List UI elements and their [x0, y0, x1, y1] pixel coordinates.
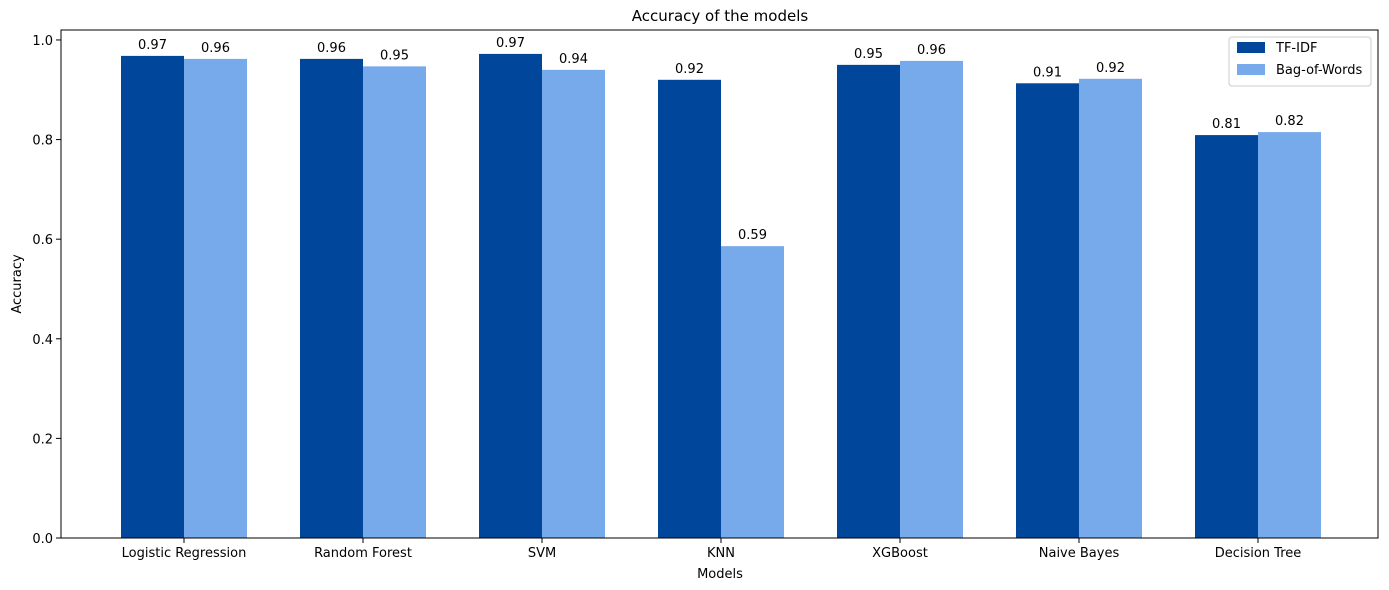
x-tick-label-naive-bayes: Naive Bayes	[1039, 546, 1120, 561]
legend-label-tfidf: TF-IDF	[1275, 41, 1317, 56]
y-tick-label: 1.0	[32, 34, 53, 49]
bar-bag-of-words-random-forest	[363, 66, 426, 538]
bar-tf-idf-logistic-regression	[121, 55, 184, 538]
y-axis: 0.0 0.2 0.4 0.6 0.8 1.0	[32, 34, 61, 547]
bar-bag-of-words-naive-bayes	[1079, 78, 1142, 538]
bar-bag-of-words-knn	[721, 246, 784, 538]
bar-value-label: 0.96	[917, 43, 946, 58]
bar-tf-idf-xgboost	[837, 64, 900, 539]
x-axis: Logistic Regression Random Forest SVM KNN XG…	[122, 538, 1302, 561]
x-tick-label-random-forest: Random Forest	[314, 546, 412, 561]
legend-swatch-tfidf	[1237, 42, 1265, 53]
x-tick-label-logistic-regression: Logistic Regression	[122, 546, 247, 561]
y-tick-label: 0.2	[32, 432, 53, 447]
plot-frame	[60, 29, 1379, 539]
bar-value-label: 0.81	[1212, 117, 1241, 132]
bar-tf-idf-naive-bayes	[1016, 83, 1079, 539]
bars-group	[121, 53, 1321, 539]
bar-bag-of-words-decision-tree	[1258, 132, 1321, 539]
bar-value-label: 0.91	[1033, 65, 1062, 80]
y-tick-label: 0.8	[32, 134, 53, 149]
x-tick-label-svm: SVM	[528, 546, 556, 561]
bar-tf-idf-random-forest	[300, 58, 363, 538]
bar-value-label: 0.97	[496, 36, 525, 51]
bar-bag-of-words-logistic-regression	[184, 58, 247, 538]
bar-value-label: 0.82	[1275, 114, 1304, 129]
chart-title: Accuracy of the models	[632, 7, 809, 25]
y-axis-title: Accuracy	[10, 254, 25, 314]
bar-value-label: 0.92	[675, 62, 704, 77]
bar-tf-idf-decision-tree	[1195, 135, 1258, 538]
bar-value-label: 0.96	[317, 41, 346, 56]
bar-value-label: 0.95	[854, 47, 883, 62]
bar-tf-idf-svm	[479, 53, 542, 538]
bar-value-label: 0.96	[201, 41, 230, 56]
legend-swatch-bag-of-words	[1237, 64, 1265, 75]
y-tick-label: 0.6	[32, 233, 53, 248]
bar-tf-idf-knn	[658, 79, 721, 538]
bar-bag-of-words-xgboost	[900, 60, 963, 539]
bar-value-label: 0.92	[1096, 61, 1125, 76]
bar-value-label: 0.94	[559, 52, 588, 67]
x-axis-title: Models	[697, 567, 743, 582]
bar-value-label: 0.95	[380, 48, 409, 63]
x-tick-label-xgboost: XGBoost	[872, 546, 928, 561]
x-tick-label-decision-tree: Decision Tree	[1215, 546, 1302, 561]
y-tick-label: 0.0	[32, 532, 53, 547]
bar-labels-group: 0.97 0.96 0.97 0.92 0.95 0.91 0.81 0.96 0.95 0.94…	[138, 36, 1304, 243]
y-tick-label: 0.4	[32, 333, 53, 348]
bar-value-label: 0.59	[738, 228, 767, 243]
bar-value-label: 0.97	[138, 38, 167, 53]
legend-label-bag-of-words: Bag-of-Words	[1276, 63, 1362, 78]
legend: TF-IDF Bag-of-Words	[1228, 36, 1372, 87]
x-tick-label-knn: KNN	[707, 546, 735, 561]
bar-bag-of-words-svm	[542, 69, 605, 538]
